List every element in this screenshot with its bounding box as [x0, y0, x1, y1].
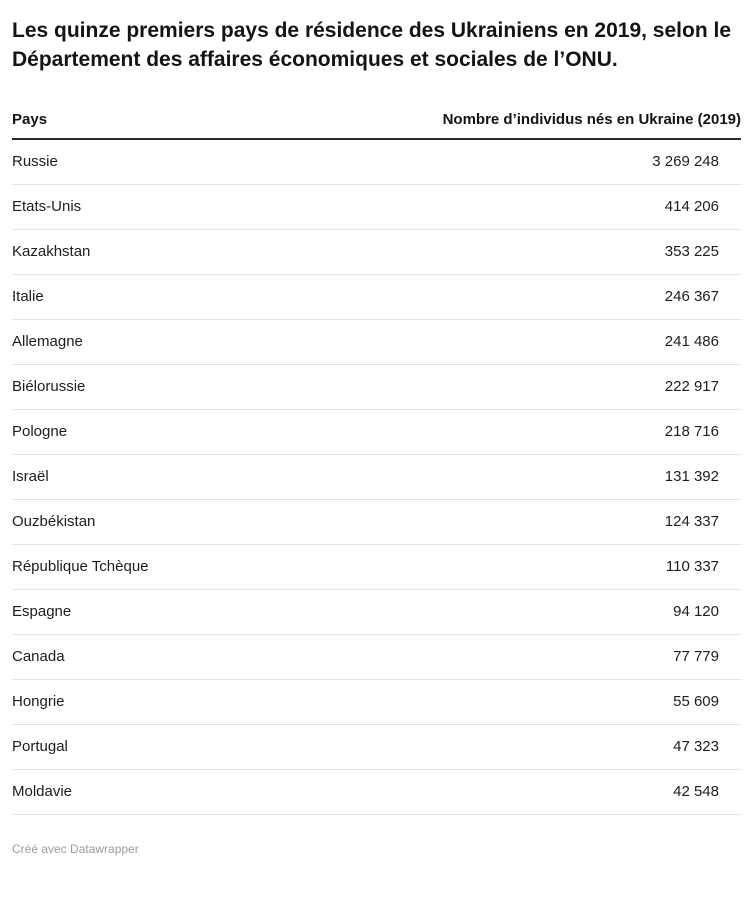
table-row: Russie 3 269 248 [12, 140, 741, 185]
country-cell: Russie [12, 153, 58, 171]
table-row: Espagne 94 120 [12, 590, 741, 635]
value-cell: 246 367 [664, 288, 719, 306]
country-cell: Ouzbékistan [12, 513, 96, 531]
table-row: Kazakhstan 353 225 [12, 230, 741, 275]
country-cell: Allemagne [12, 333, 83, 351]
value-cell: 131 392 [664, 468, 719, 486]
value-cell: 47 323 [673, 738, 719, 756]
country-cell: Espagne [12, 603, 72, 621]
value-cell: 218 716 [664, 423, 719, 441]
value-cell: 414 206 [664, 198, 719, 216]
table-row: Canada 77 779 [12, 635, 741, 680]
value-cell: 42 548 [673, 783, 719, 801]
country-cell: Israël [12, 468, 49, 486]
table-header-row: Pays Nombre d’individus nés en Ukraine (… [12, 111, 741, 140]
country-cell: Biélorussie [12, 378, 86, 396]
value-cell: 94 120 [673, 603, 719, 621]
table-row: Hongrie 55 609 [12, 680, 741, 725]
country-cell: Canada [12, 648, 65, 666]
value-cell: 353 225 [664, 243, 719, 261]
table-row: Portugal 47 323 [12, 725, 741, 770]
value-cell: 55 609 [673, 693, 719, 711]
country-cell: Portugal [12, 738, 68, 756]
country-cell: Kazakhstan [12, 243, 91, 261]
column-header-pays: Pays [12, 110, 48, 128]
table-row: Italie 246 367 [12, 275, 741, 320]
value-cell: 77 779 [673, 648, 719, 666]
value-cell: 124 337 [664, 513, 719, 531]
column-header-valeur: Nombre d’individus nés en Ukraine (2019) [442, 110, 741, 128]
table-row: Moldavie 42 548 [12, 770, 741, 815]
table-row: Allemagne 241 486 [12, 320, 741, 365]
table-row: Biélorussie 222 917 [12, 365, 741, 410]
value-cell: 241 486 [664, 333, 719, 351]
country-cell: Italie [12, 288, 44, 306]
value-cell: 3 269 248 [652, 153, 719, 171]
country-cell: Pologne [12, 423, 68, 441]
attribution-text: Créé avec Datawrapper [12, 841, 139, 856]
chart-title: Les quinze premiers pays de résidence de… [12, 19, 731, 72]
country-cell: République Tchèque [12, 558, 149, 576]
country-cell: Hongrie [12, 693, 65, 711]
country-cell: Moldavie [12, 783, 73, 801]
table-row: République Tchèque 110 337 [12, 545, 741, 590]
table-row: Etats-Unis 414 206 [12, 185, 741, 230]
value-cell: 222 917 [664, 378, 719, 396]
table-row: Pologne 218 716 [12, 410, 741, 455]
datawrapper-table-page: Les quinze premiers pays de résidence de… [12, 19, 741, 856]
value-cell: 110 337 [665, 558, 719, 576]
country-cell: Etats-Unis [12, 198, 82, 216]
table-row: Ouzbékistan 124 337 [12, 500, 741, 545]
table-row: Israël 131 392 [12, 455, 741, 500]
table-body: Russie 3 269 248 Etats-Unis 414 206 Kazakhst… [12, 140, 741, 815]
countries-table: Pays Nombre d’individus nés en Ukraine (… [12, 111, 741, 815]
